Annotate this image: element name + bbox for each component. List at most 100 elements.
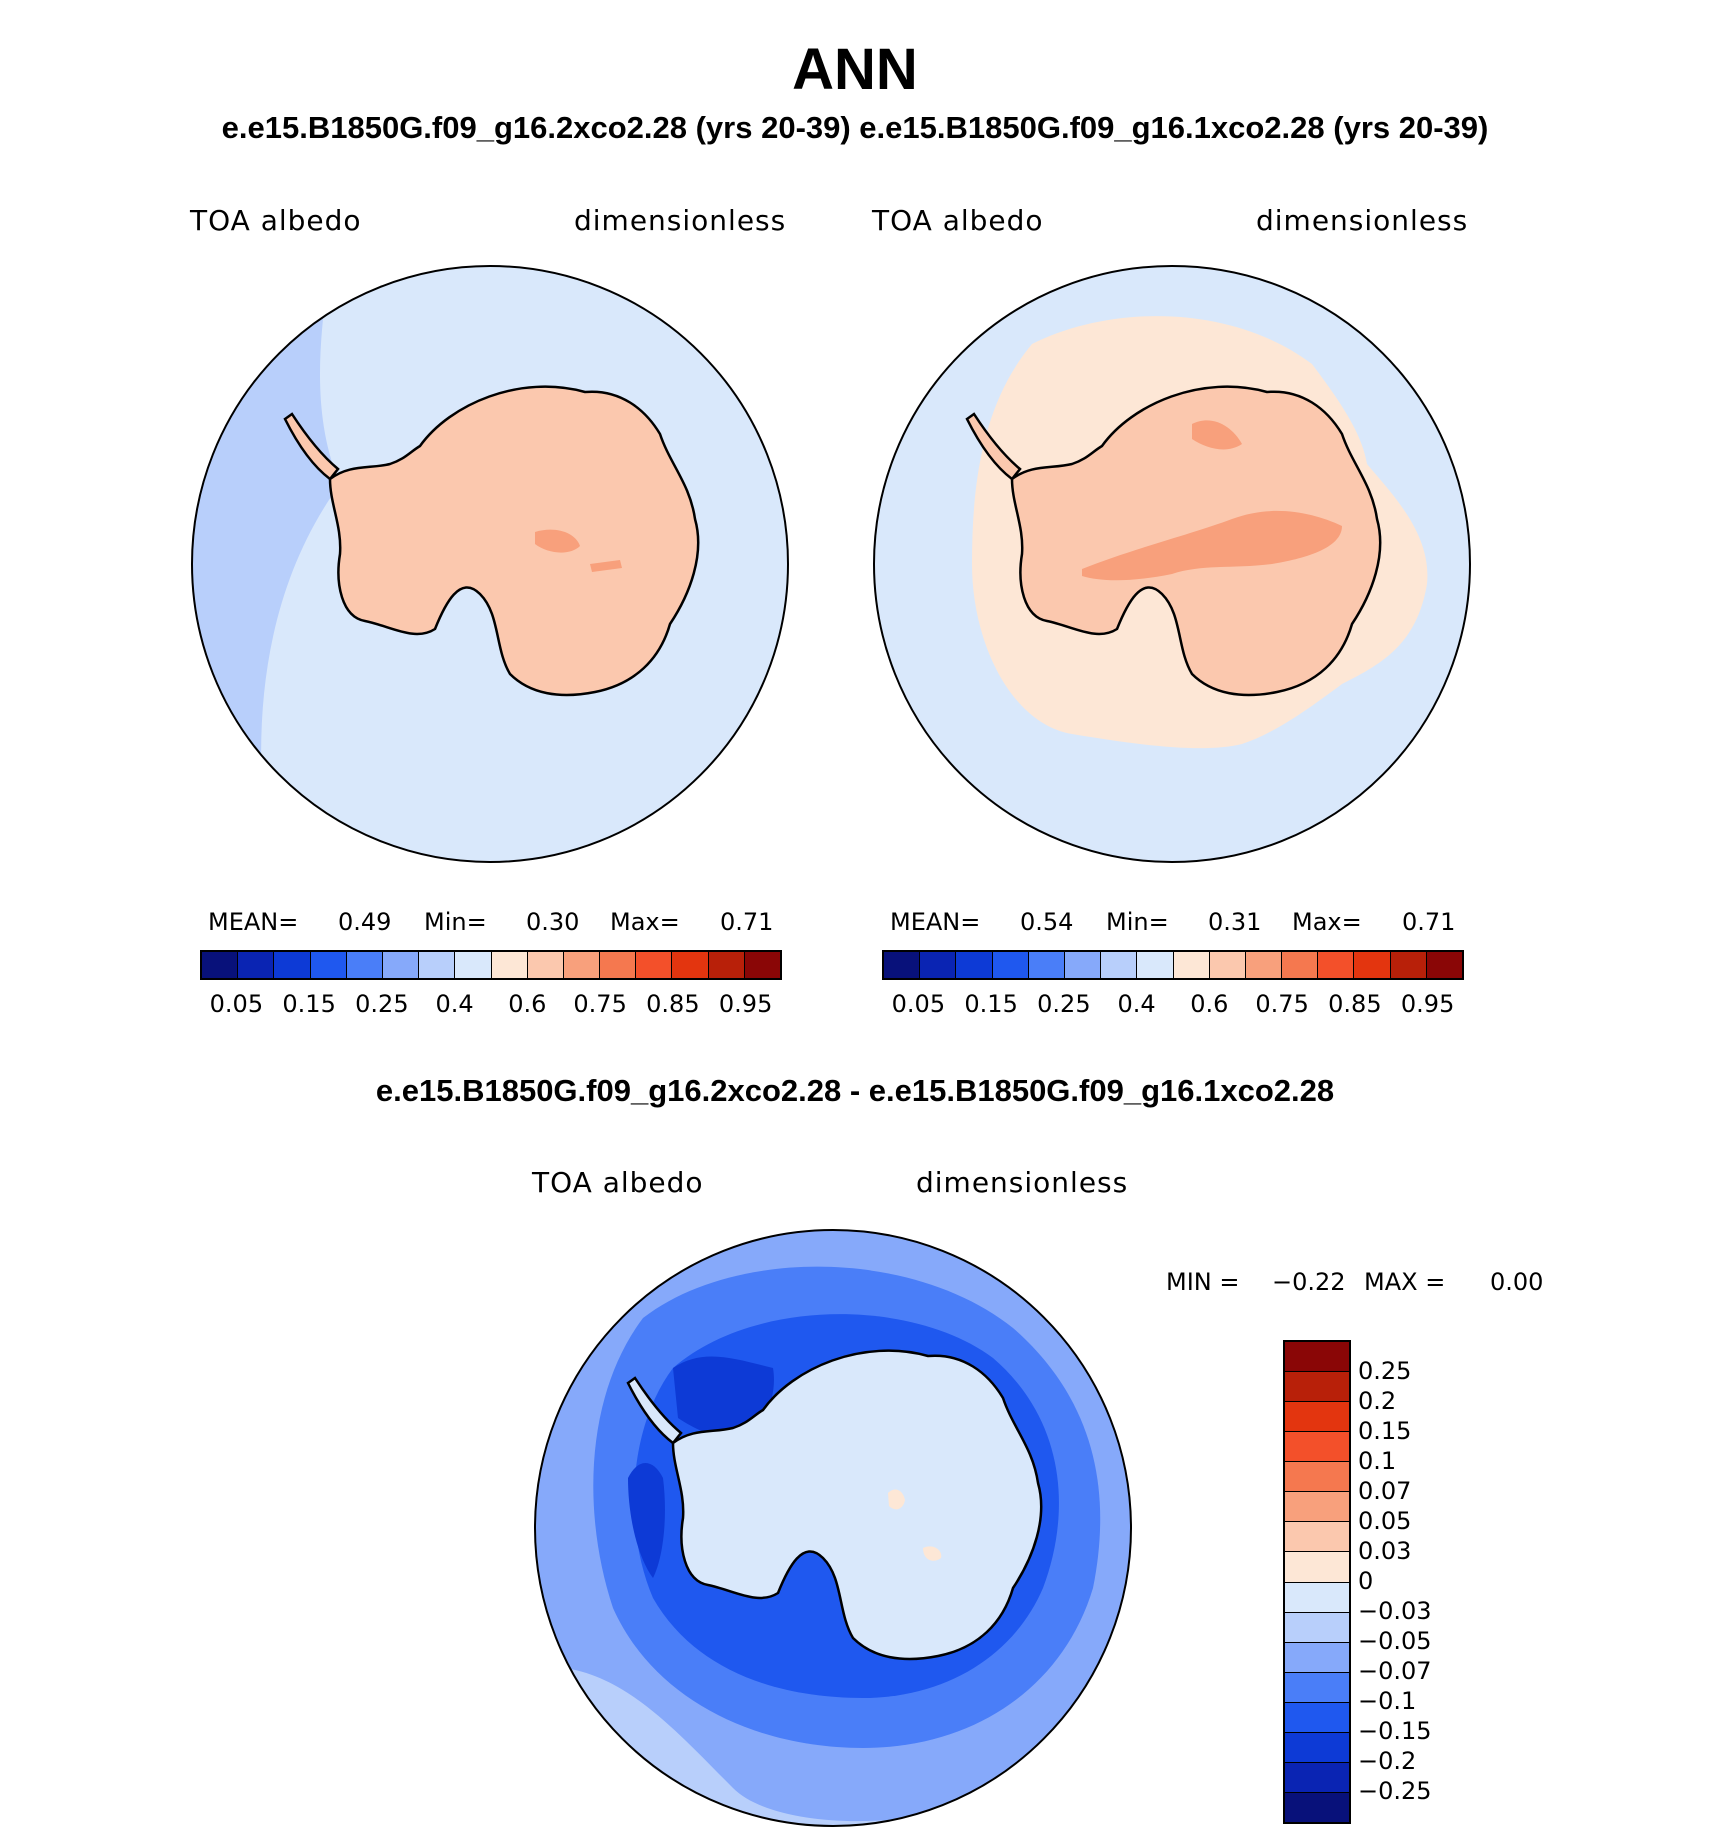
panel1-max-label: Max= [610, 908, 680, 936]
diff-colorbar-tick-label: 0.25 [1358, 1357, 1412, 1385]
panel2-colorbar-box [1245, 952, 1283, 978]
diff-colorbar-tick-label: 0.07 [1358, 1477, 1412, 1505]
diff-colorbar-tick-label: 0.03 [1358, 1537, 1412, 1565]
panel1-colorbar-box [274, 952, 311, 978]
diff-colorbar-tick-label: −0.07 [1358, 1657, 1432, 1685]
panel1-colorbar-box [708, 952, 745, 978]
diff-colorbar-tick-label: −0.15 [1358, 1717, 1432, 1745]
panel2-colorbar-tick-label: 0.6 [1190, 990, 1229, 1018]
panel2-min-value: 0.31 [1208, 908, 1262, 936]
panel1-antarctica [328, 385, 700, 697]
panel1-colorbar-box [455, 952, 492, 978]
diff-colorbar-box [1285, 1612, 1349, 1643]
diff-colorbar-box [1285, 1702, 1349, 1733]
panel1-min-value: 0.30 [526, 908, 580, 936]
panel1-colorbar-tick-label: 0.6 [508, 990, 547, 1018]
panel2-colorbar-box [884, 952, 921, 978]
diff-colorbar-tick-label: −0.1 [1358, 1687, 1417, 1715]
diff-colorbar-box [1285, 1762, 1349, 1793]
diff-colorbar-box [1285, 1672, 1349, 1703]
main-title: ANN [792, 37, 918, 102]
diff-colorbar-tick-label: 0 [1358, 1567, 1374, 1595]
diff-colorbar-box [1285, 1492, 1349, 1523]
subtitle-top: e.e15.B1850G.f09_g16.2xco2.28 (yrs 20-39… [221, 110, 1489, 145]
diff-colorbar-box [1285, 1462, 1349, 1493]
panel2-colorbar-box [1282, 952, 1319, 978]
diff-colorbar-tick-label: 0.1 [1358, 1447, 1397, 1475]
panel2-colorbar-box [1209, 952, 1246, 978]
panel1-colorbar-box [491, 952, 528, 978]
panel1-variable: TOA albedo [190, 204, 362, 237]
panel1-colorbar-tick-label: 0.15 [282, 990, 336, 1018]
diff-colorbar-box [1285, 1642, 1349, 1673]
panel2-high-plateau [1082, 510, 1342, 581]
panel1-colorbar-box [672, 952, 709, 978]
panel2-peninsula [965, 412, 1022, 481]
diff-colorbar-box [1285, 1342, 1349, 1373]
panel2-max-value: 0.71 [1402, 908, 1456, 936]
diff-colorbar-box [1285, 1732, 1349, 1763]
panel2-variable: TOA albedo [872, 204, 1044, 237]
panel2-colorbar-box [956, 952, 993, 978]
panel2-max-label: Max= [1292, 908, 1362, 936]
panel2-colorbar-box [1390, 952, 1427, 978]
diff-variable: TOA albedo [532, 1166, 704, 1199]
diff-colorbar-tick-label: 0.05 [1358, 1507, 1412, 1535]
panel1-polar-map [191, 265, 789, 863]
panel1-colorbar-box [419, 952, 456, 978]
panel2-colorbar-box [1318, 952, 1355, 978]
panel1-colorbar-ticks: 0.05 0.15 0.25 0.4 0.6 0.75 0.85 0.95 [200, 990, 782, 1018]
panel2-colorbar-box [1354, 952, 1391, 978]
subtitle-diff: e.e15.B1850G.f09_g16.2xco2.28 - e.e15.B1… [375, 1073, 1335, 1108]
panel2-colorbar-ticks: 0.05 0.15 0.25 0.4 0.6 0.75 0.85 0.95 [882, 990, 1464, 1018]
panel2-colorbar-tick-label: 0.75 [1255, 990, 1309, 1018]
diff-colorbar-box [1285, 1792, 1349, 1822]
panel2-mean-value: 0.54 [1020, 908, 1074, 936]
panel1-colorbar-box [310, 952, 347, 978]
diff-map-border [534, 1229, 1132, 1827]
panel1-colorbar-box [744, 952, 780, 978]
diff-colorbar [1283, 1340, 1351, 1824]
panel1-mean-label: MEAN= [208, 908, 299, 936]
diff-colorbar-ticks: 0.25 0.2 0.15 0.1 0.07 0.05 0.03 0 −0.03 −0.05 −0.… [1358, 1356, 1432, 1806]
diff-max-value: 0.00 [1490, 1268, 1544, 1296]
diff-min-label: MIN = [1166, 1268, 1240, 1296]
panel2-colorbar-box [920, 952, 957, 978]
diff-colorbar-box [1285, 1582, 1349, 1613]
panel1-map-border [191, 265, 789, 863]
panel1-colorbar-box [382, 952, 420, 978]
panel2-colorbar-box [992, 952, 1029, 978]
panel2-colorbar-box [1173, 952, 1210, 978]
panel2-colorbar-box [1064, 952, 1102, 978]
panel2-mean-label: MEAN= [890, 908, 981, 936]
diff-colorbar-tick-label: 0.2 [1358, 1387, 1397, 1415]
diff-units: dimensionless [916, 1166, 1129, 1199]
panel2-units: dimensionless [1256, 204, 1469, 237]
panel1-colorbar-box [238, 952, 275, 978]
diff-colorbar-tick-label: −0.05 [1358, 1627, 1432, 1655]
panel1-peninsula [283, 412, 340, 481]
panel1-min-label: Min= [424, 908, 487, 936]
diff-colorbar-tick-label: −0.2 [1358, 1747, 1417, 1775]
panel1-colorbar-tick-label: 0.05 [209, 990, 264, 1018]
panel1-colorbar-box [600, 952, 637, 978]
panel2-colorbar-box [1137, 952, 1174, 978]
panel2-colorbar-tick-label: 0.4 [1117, 990, 1156, 1018]
panel1-colorbar [200, 950, 782, 980]
panel1-high-plateau-2 [590, 560, 622, 572]
diff-min-value: −0.22 [1272, 1268, 1346, 1296]
panel2-colorbar-box [1426, 952, 1462, 978]
panel1-colorbar-tick-label: 0.75 [573, 990, 627, 1018]
diff-colorbar-box [1285, 1432, 1349, 1463]
panel2-colorbar-tick-label: 0.85 [1328, 990, 1382, 1018]
panel1-colorbar-box [563, 952, 601, 978]
panel2-colorbar-box [1101, 952, 1138, 978]
panel2-high-plateau-2 [1192, 420, 1242, 450]
diff-antarctica [671, 1349, 1043, 1661]
diff-colorbar-tick-label: −0.25 [1358, 1777, 1432, 1805]
panel2-map-border [873, 265, 1471, 863]
diff-colorbar-box [1285, 1372, 1349, 1403]
panel1-mean-value: 0.49 [338, 908, 392, 936]
panel1-colorbar-tick-label: 0.4 [435, 990, 474, 1018]
panel2-colorbar-tick-label: 0.95 [1400, 990, 1455, 1018]
